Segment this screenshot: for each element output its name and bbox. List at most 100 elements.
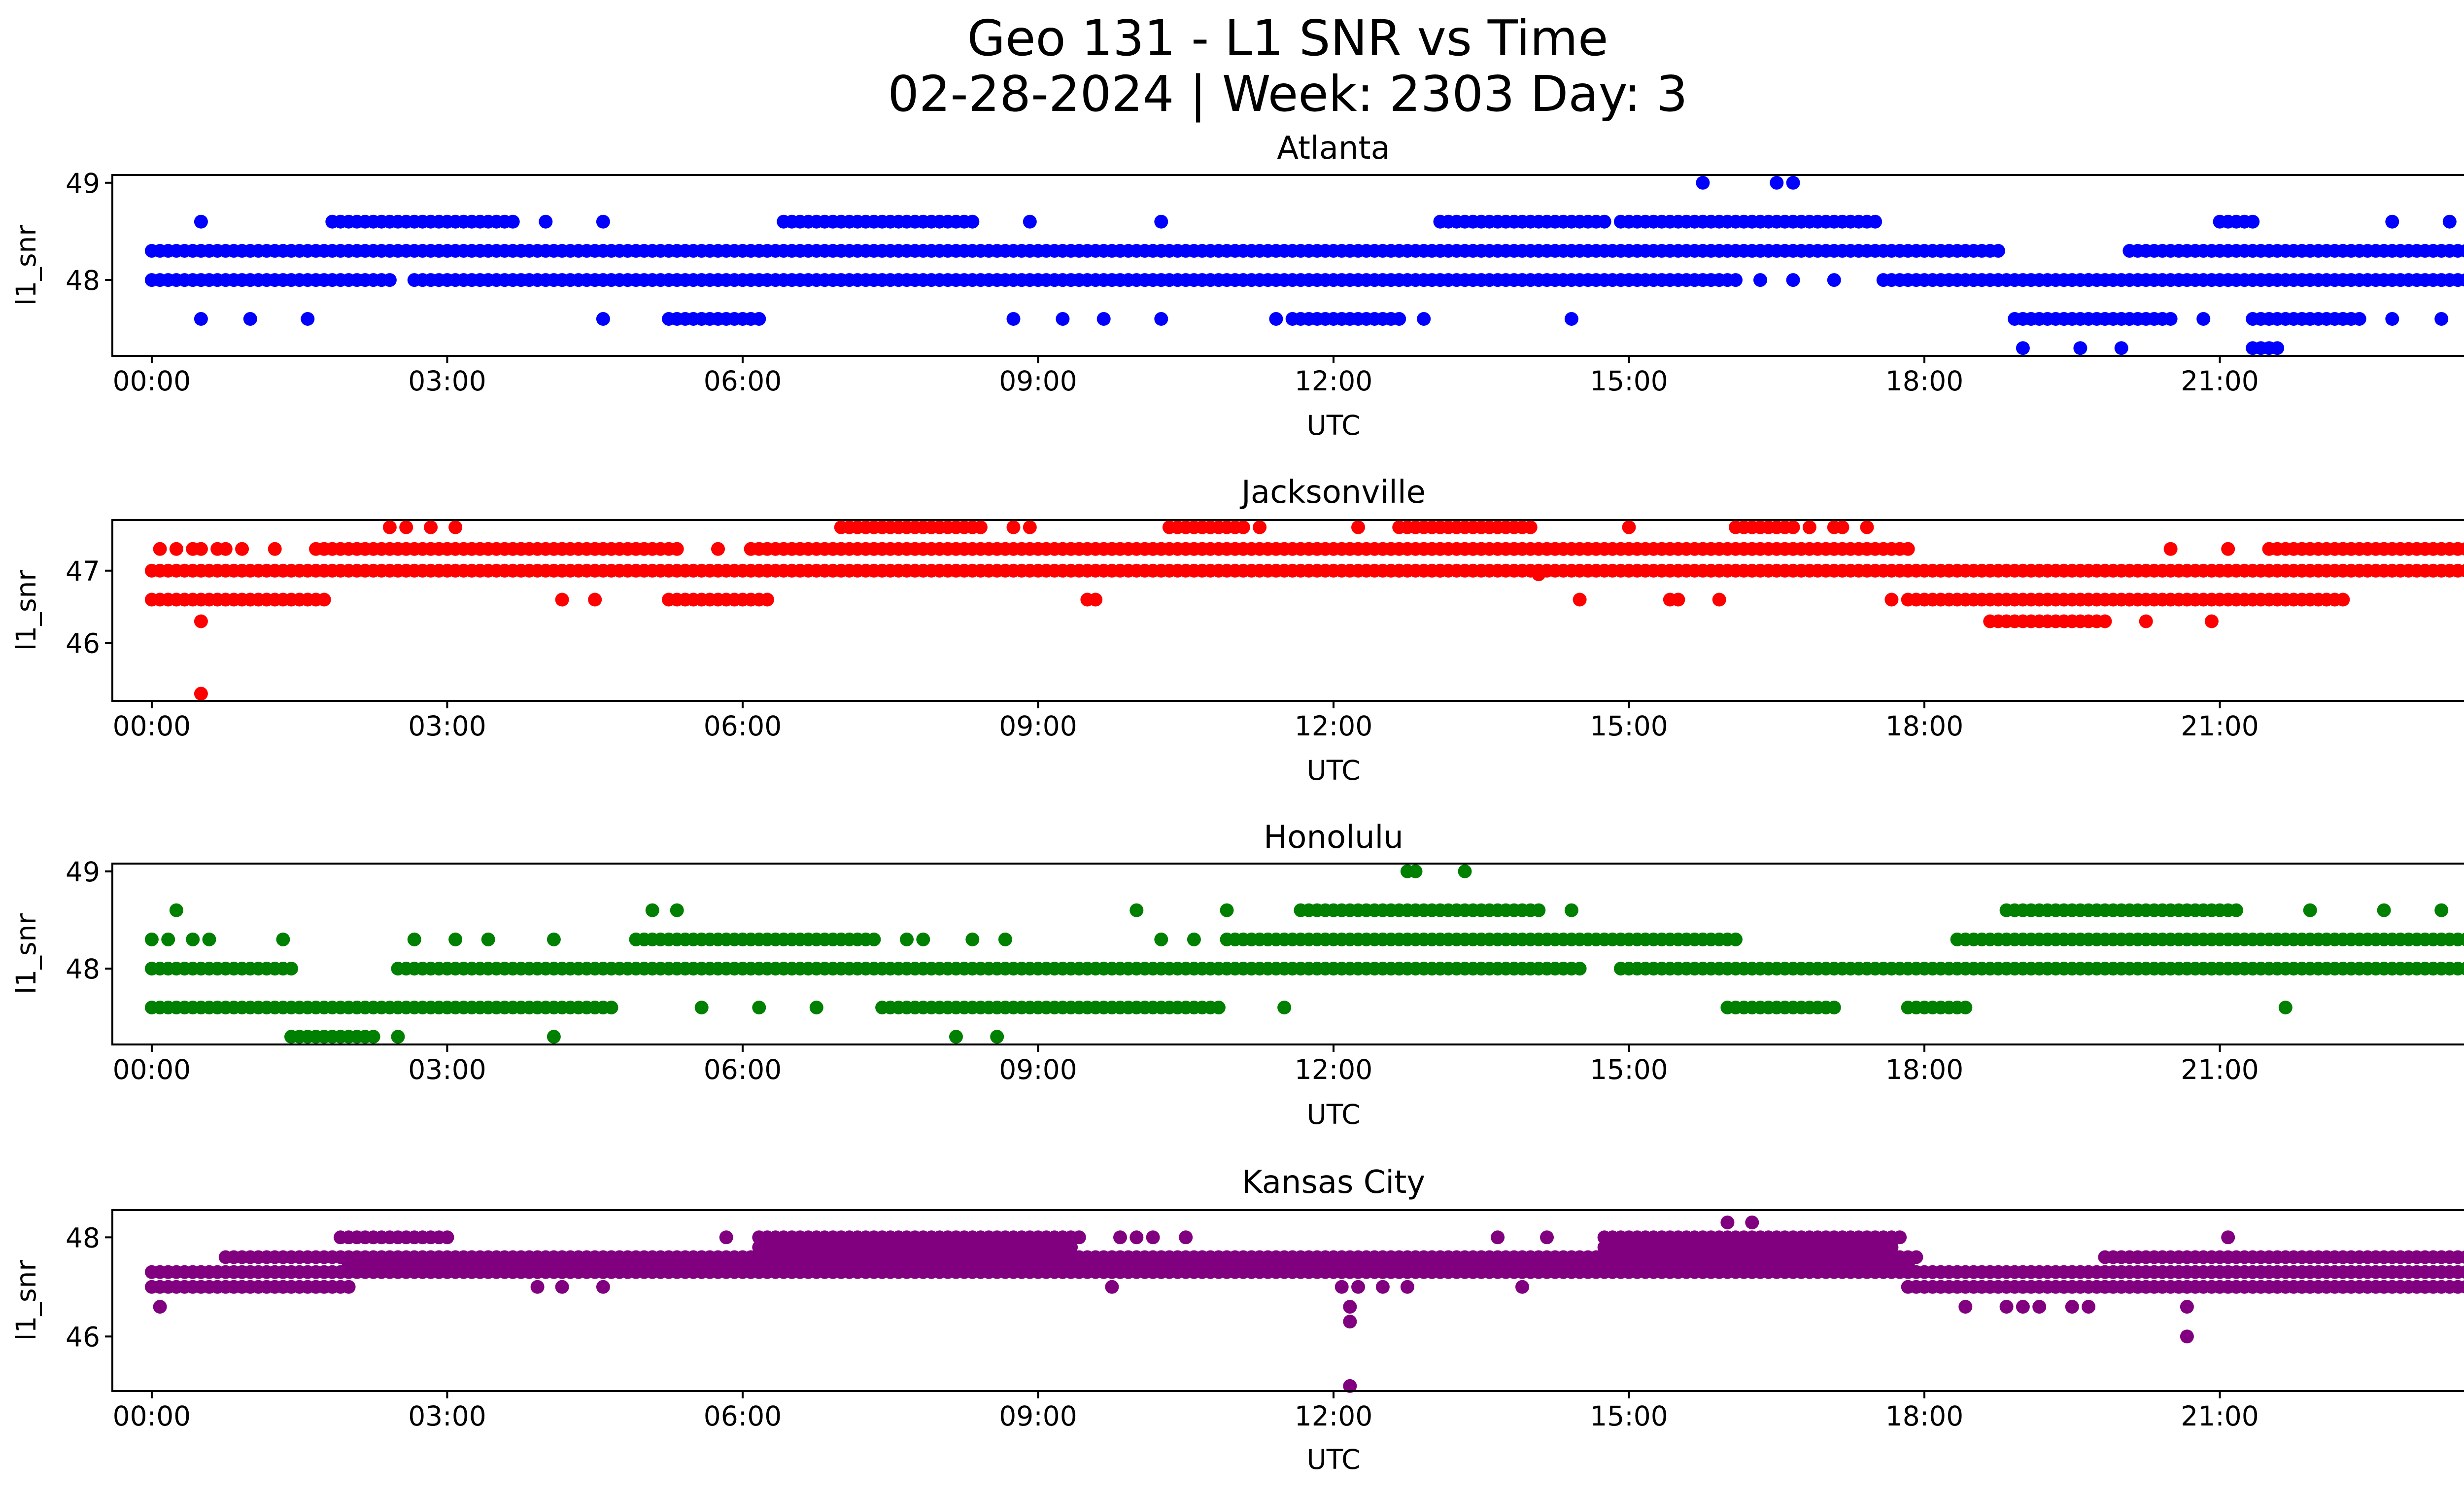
x-tick-label: 09:00 bbox=[999, 710, 1077, 742]
data-point bbox=[1597, 214, 1611, 229]
data-point bbox=[1573, 962, 1587, 976]
data-point bbox=[506, 214, 520, 229]
data-point bbox=[1335, 1280, 1349, 1294]
data-point bbox=[317, 592, 331, 607]
data-point bbox=[169, 903, 183, 917]
x-tick-label: 09:00 bbox=[999, 1054, 1077, 1085]
data-point bbox=[301, 312, 315, 326]
x-axis: 00:00 03:00 06:00 09:00 12:00 15:00 18:00 21:00… bbox=[113, 356, 2259, 397]
x-tick-label: 00:00 bbox=[113, 1400, 191, 1432]
data-point bbox=[1400, 1280, 1414, 1294]
data-point bbox=[645, 903, 659, 917]
data-point bbox=[1827, 273, 1841, 287]
data-point bbox=[382, 520, 397, 534]
data-point bbox=[194, 214, 208, 229]
data-point bbox=[144, 932, 159, 946]
data-point bbox=[2459, 244, 2464, 258]
data-point bbox=[2246, 214, 2260, 229]
data-point bbox=[965, 214, 980, 229]
data-point bbox=[1901, 542, 1915, 556]
data-point bbox=[1671, 592, 1685, 607]
data-point bbox=[1023, 214, 1037, 229]
data-point bbox=[2459, 1251, 2464, 1264]
x-tick-label: 15:00 bbox=[1590, 1400, 1668, 1432]
x-axis-label: UTC bbox=[1306, 410, 1360, 441]
data-point bbox=[1154, 214, 1168, 229]
data-point bbox=[1564, 312, 1578, 326]
data-point bbox=[555, 1280, 569, 1294]
x-axis: 00:00 03:00 06:00 09:00 12:00 15:00 18:00 21:00… bbox=[113, 1044, 2259, 1085]
x-tick-label: 15:00 bbox=[1590, 365, 1668, 397]
data-point bbox=[555, 592, 569, 607]
x-axis-label: UTC bbox=[1306, 1099, 1360, 1130]
data-point bbox=[1458, 864, 1472, 878]
data-point bbox=[218, 542, 233, 556]
data-point bbox=[1253, 520, 1267, 534]
data-point bbox=[2032, 1300, 2047, 1314]
y-axis: 48 49 bbox=[66, 856, 112, 985]
data-point bbox=[2459, 1265, 2464, 1279]
data-point bbox=[1745, 1216, 1759, 1230]
data-point bbox=[1958, 1001, 1973, 1014]
data-point bbox=[1006, 520, 1021, 534]
data-point bbox=[202, 932, 216, 946]
data-point bbox=[243, 312, 257, 326]
x-tick-label: 12:00 bbox=[1295, 710, 1373, 742]
data-point bbox=[1802, 520, 1816, 534]
data-point bbox=[949, 1030, 963, 1044]
x-axis-label: UTC bbox=[1306, 1444, 1360, 1475]
y-axis: 46 48 bbox=[66, 1222, 112, 1353]
y-tick-label: 48 bbox=[66, 265, 100, 296]
data-point bbox=[1532, 903, 1546, 917]
data-point bbox=[2278, 1001, 2293, 1014]
data-point bbox=[448, 520, 463, 534]
data-point bbox=[1113, 1230, 1127, 1245]
x-tick-label: 12:00 bbox=[1295, 1400, 1373, 1432]
data-point bbox=[1753, 273, 1767, 287]
data-point bbox=[547, 932, 561, 946]
data-point bbox=[604, 1001, 618, 1014]
data-point bbox=[539, 214, 553, 229]
y-axis-label: l1_snr bbox=[10, 570, 42, 651]
data-point bbox=[1786, 273, 1800, 287]
scatter-marks bbox=[144, 520, 2464, 701]
data-point bbox=[1072, 1230, 1086, 1245]
data-point bbox=[2065, 1300, 2079, 1314]
x-tick-label: 18:00 bbox=[1885, 1400, 1964, 1432]
data-point bbox=[2352, 312, 2366, 326]
data-point bbox=[900, 932, 914, 946]
data-point bbox=[1269, 312, 1283, 326]
x-tick-label: 00:00 bbox=[113, 365, 191, 397]
data-point bbox=[440, 1230, 454, 1245]
data-point bbox=[194, 614, 208, 628]
data-point bbox=[1433, 563, 1447, 578]
data-point bbox=[1523, 520, 1538, 534]
x-tick-label: 18:00 bbox=[1885, 1054, 1964, 1085]
data-point bbox=[1006, 312, 1021, 326]
x-tick-label: 03:00 bbox=[408, 365, 486, 397]
x-tick-label: 09:00 bbox=[999, 1400, 1077, 1432]
data-point bbox=[161, 932, 175, 946]
panel-kansas-city: Kansas City 00:00 03:00 06:00 09:00 12:00 15:… bbox=[10, 1164, 2464, 1475]
data-point bbox=[407, 932, 421, 946]
panel-title: Jacksonville bbox=[1239, 474, 1426, 511]
data-point bbox=[990, 1030, 1004, 1044]
y-tick-label: 46 bbox=[66, 628, 100, 660]
data-point bbox=[1967, 273, 1981, 287]
data-point bbox=[596, 214, 610, 229]
scatter-marks bbox=[144, 864, 2464, 1044]
y-axis: 46 47 bbox=[66, 556, 112, 660]
data-point bbox=[547, 1030, 561, 1044]
data-point bbox=[1220, 903, 1234, 917]
data-point bbox=[916, 932, 930, 946]
data-point bbox=[1729, 273, 1743, 287]
data-point bbox=[1884, 592, 1899, 607]
data-point bbox=[1491, 1230, 1505, 1245]
data-point bbox=[153, 1300, 167, 1314]
data-point bbox=[2434, 312, 2449, 326]
data-point bbox=[2459, 564, 2464, 578]
x-tick-label: 15:00 bbox=[1590, 1054, 1668, 1085]
data-point bbox=[1179, 1230, 1193, 1245]
x-tick-label: 12:00 bbox=[1295, 1054, 1373, 1085]
data-point bbox=[448, 932, 463, 946]
